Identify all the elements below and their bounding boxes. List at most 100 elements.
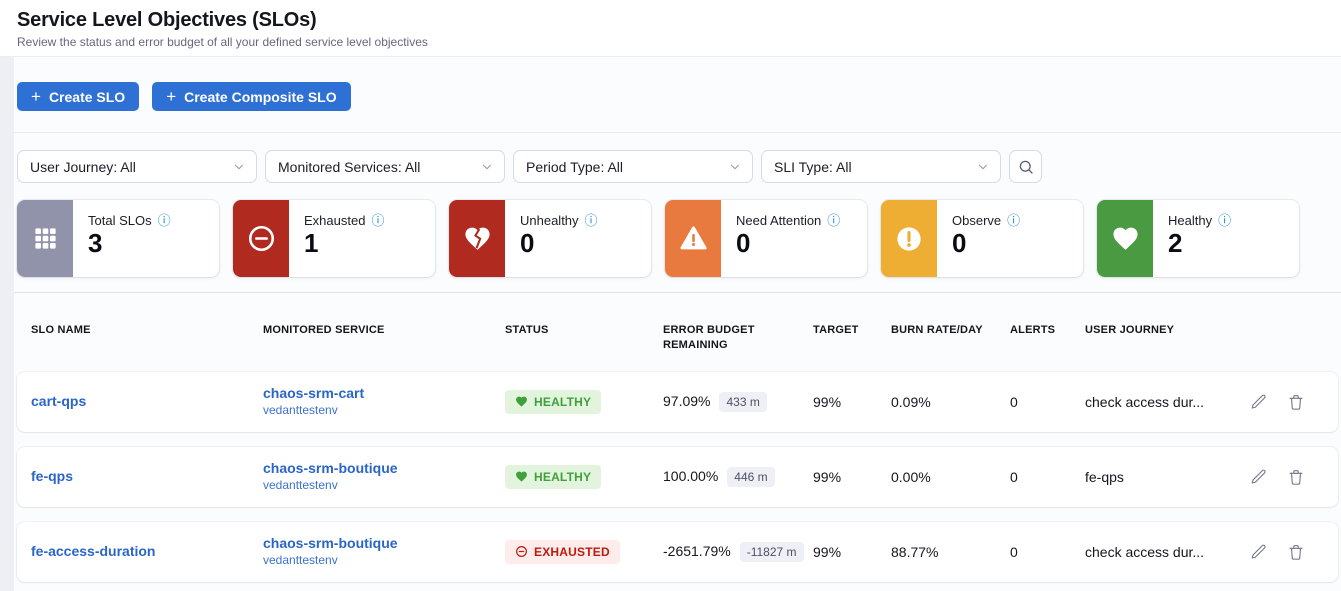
filter-bar: User Journey: All Monitored Services: Al… — [14, 133, 1341, 193]
column-header-slo-name: SLO NAME — [31, 324, 91, 336]
slo-name-link[interactable]: fe-access-duration — [31, 542, 156, 559]
table-row[interactable]: cart-qps chaos-srm-cart vedanttestenv HE… — [17, 371, 1338, 432]
stat-card-total-slos[interactable]: Total SLOs ⓘ 3 — [17, 200, 219, 277]
edit-icon[interactable] — [1250, 468, 1268, 486]
page-content: + Create SLO + Create Composite SLO User… — [14, 57, 1341, 591]
create-slo-label: Create SLO — [48, 88, 126, 105]
status-text: EXHAUSTED — [534, 544, 610, 559]
column-header-monitored-service: MONITORED SERVICE — [263, 324, 385, 336]
stat-card-healthy[interactable]: Healthy ⓘ 2 — [1097, 200, 1299, 277]
burn-rate-value: 88.77% — [891, 543, 939, 560]
target-value: 99% — [813, 468, 842, 485]
column-header-target: TARGET — [813, 324, 859, 336]
stats-row: Total SLOs ⓘ 3 Exhausted ⓘ 1 — [14, 193, 1341, 293]
filter-period-type-value: Period Type: All — [526, 158, 624, 175]
info-icon[interactable]: ⓘ — [827, 213, 841, 228]
info-icon[interactable]: ⓘ — [584, 213, 598, 228]
target-value: 99% — [813, 393, 842, 410]
info-icon[interactable]: ⓘ — [1007, 213, 1021, 228]
stat-value: 0 — [520, 228, 535, 258]
status-badge: EXHAUSTED — [505, 539, 620, 564]
grid-icon — [17, 200, 73, 277]
stat-card-need-attention[interactable]: Need Attention ⓘ 0 — [665, 200, 867, 277]
stat-card-observe[interactable]: Observe ⓘ 0 — [881, 200, 1083, 277]
heart-icon — [516, 471, 527, 482]
column-header-user-journey: USER JOURNEY — [1085, 324, 1175, 336]
create-composite-slo-button[interactable]: + Create Composite SLO — [152, 82, 351, 111]
environment-link[interactable]: vedanttestenv — [263, 552, 338, 567]
minus-circle-icon — [516, 546, 527, 558]
info-icon[interactable]: ⓘ — [371, 213, 385, 228]
stat-value: 3 — [88, 228, 103, 258]
info-icon[interactable]: ⓘ — [157, 213, 171, 228]
error-budget-minutes: 433 m — [719, 391, 767, 412]
monitored-service-link[interactable]: chaos-srm-boutique — [263, 460, 398, 477]
table-row[interactable]: fe-access-duration chaos-srm-boutique ve… — [17, 521, 1338, 582]
target-value: 99% — [813, 543, 842, 560]
alerts-count: 0 — [1010, 393, 1018, 410]
status-badge: HEALTHY — [505, 464, 602, 489]
filter-monitored-services[interactable]: Monitored Services: All — [265, 150, 505, 183]
error-budget-minutes: -11827 m — [739, 541, 804, 562]
heart-icon — [516, 396, 527, 407]
filter-user-journey[interactable]: User Journey: All — [17, 150, 257, 183]
error-budget-minutes: 446 m — [727, 466, 775, 487]
stat-value: 0 — [952, 228, 967, 258]
user-journey-value: check access dur... — [1085, 393, 1205, 410]
burn-rate-value: 0.00% — [891, 468, 931, 485]
column-header-error-budget: ERROR BUDGET REMAINING — [663, 324, 755, 351]
chevron-down-icon — [978, 164, 988, 169]
chevron-down-icon — [730, 164, 740, 169]
status-badge: HEALTHY — [505, 389, 602, 414]
delete-icon[interactable] — [1287, 543, 1305, 561]
alerts-count: 0 — [1010, 468, 1018, 485]
delete-icon[interactable] — [1287, 468, 1305, 486]
alerts-count: 0 — [1010, 543, 1018, 560]
filter-period-type[interactable]: Period Type: All — [513, 150, 753, 183]
chevron-down-icon — [234, 164, 244, 169]
broken-heart-icon — [449, 200, 505, 277]
warning-triangle-icon — [665, 200, 721, 277]
filter-sli-type[interactable]: SLI Type: All — [761, 150, 1001, 183]
user-journey-value: fe-qps — [1085, 468, 1124, 485]
column-header-alerts: ALERTS — [1010, 324, 1056, 336]
monitored-service-link[interactable]: chaos-srm-boutique — [263, 535, 398, 552]
column-header-burn-rate: BURN RATE/DAY — [891, 324, 983, 336]
create-composite-slo-label: Create Composite SLO — [184, 88, 337, 105]
info-icon[interactable]: ⓘ — [1218, 213, 1232, 228]
error-budget-pct: 100.00% — [663, 467, 719, 484]
stat-label: Need Attention — [736, 213, 822, 228]
status-text: HEALTHY — [534, 469, 592, 484]
search-icon — [1019, 160, 1033, 174]
stat-label: Healthy — [1168, 213, 1213, 228]
page-subtitle: Review the status and error budget of al… — [17, 35, 428, 49]
slo-name-link[interactable]: cart-qps — [31, 392, 87, 409]
burn-rate-value: 0.09% — [891, 393, 931, 410]
environment-link[interactable]: vedanttestenv — [263, 477, 338, 492]
table-row[interactable]: fe-qps chaos-srm-boutique vedanttestenv … — [17, 446, 1338, 507]
heart-icon — [1097, 200, 1153, 277]
stat-card-exhausted[interactable]: Exhausted ⓘ 1 — [233, 200, 435, 277]
delete-icon[interactable] — [1287, 393, 1305, 411]
filter-user-journey-value: User Journey: All — [30, 158, 136, 175]
table-header: SLO NAME MONITORED SERVICE STATUS ERROR … — [17, 293, 1338, 353]
plus-icon: + — [31, 86, 41, 106]
filter-sli-type-value: SLI Type: All — [774, 158, 852, 175]
edit-icon[interactable] — [1250, 393, 1268, 411]
environment-link[interactable]: vedanttestenv — [263, 402, 338, 417]
stat-label: Exhausted — [304, 213, 366, 228]
slo-name-link[interactable]: fe-qps — [31, 467, 73, 484]
error-budget-pct: -2651.79% — [663, 542, 731, 559]
stat-label: Observe — [952, 213, 1002, 228]
stat-value: 1 — [304, 228, 319, 258]
table-body: cart-qps chaos-srm-cart vedanttestenv HE… — [17, 353, 1338, 582]
create-slo-button[interactable]: + Create SLO — [17, 82, 140, 111]
edit-icon[interactable] — [1250, 543, 1268, 561]
monitored-service-link[interactable]: chaos-srm-cart — [263, 385, 365, 402]
user-journey-value: check access dur... — [1085, 543, 1205, 560]
search-button[interactable] — [1009, 150, 1042, 183]
page-title: Service Level Objectives (SLOs) — [17, 9, 317, 31]
stat-card-unhealthy[interactable]: Unhealthy ⓘ 0 — [449, 200, 651, 277]
plus-icon: + — [166, 86, 177, 106]
